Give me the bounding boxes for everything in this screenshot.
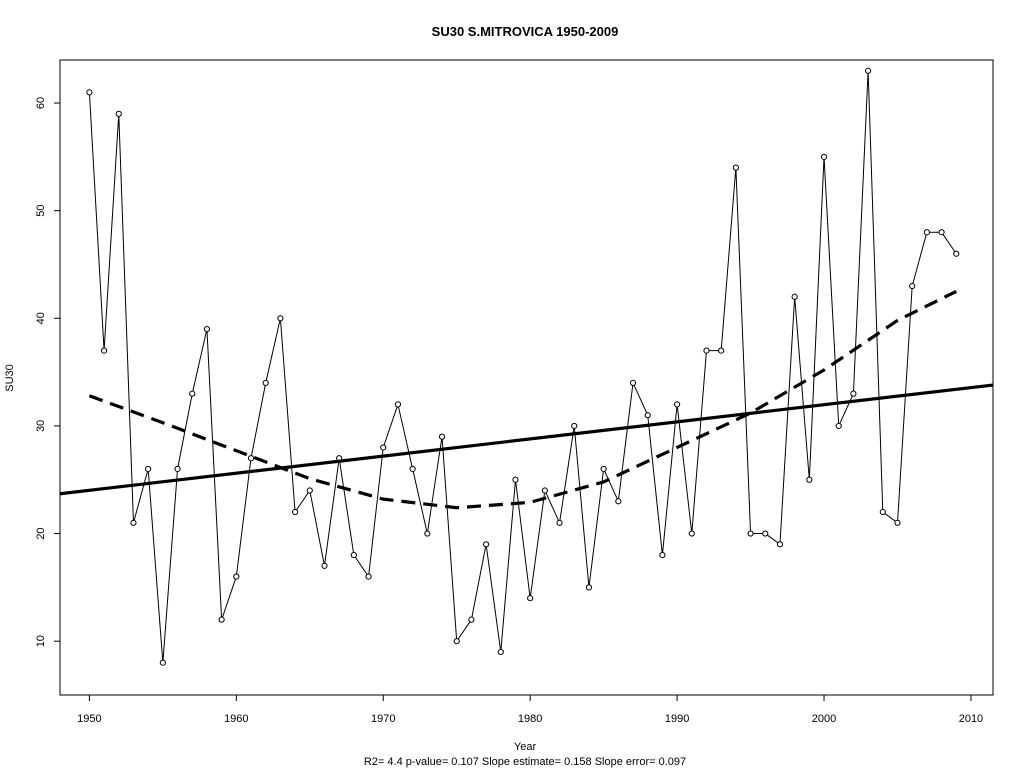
data-point bbox=[438, 433, 446, 440]
data-point bbox=[468, 616, 475, 623]
smoothed-trend-line bbox=[88, 289, 957, 510]
data-point bbox=[629, 379, 637, 386]
data-point bbox=[791, 293, 798, 300]
data-point bbox=[938, 229, 945, 236]
y-tick-label: 20 bbox=[35, 527, 47, 539]
data-point bbox=[865, 67, 872, 74]
data-point bbox=[291, 508, 299, 516]
x-tick-label: 2000 bbox=[812, 713, 836, 725]
data-point bbox=[453, 638, 460, 645]
data-point bbox=[115, 110, 122, 117]
data-point bbox=[277, 315, 284, 322]
data-point bbox=[233, 573, 240, 580]
data-point bbox=[527, 595, 534, 602]
data-point bbox=[365, 573, 372, 580]
data-point bbox=[145, 465, 152, 473]
data-point bbox=[424, 530, 431, 537]
data-point bbox=[644, 412, 651, 419]
y-axis: 10 20 30 40 50 60 bbox=[35, 97, 60, 647]
data-point bbox=[130, 519, 137, 526]
y-tick-label: 60 bbox=[35, 97, 47, 109]
data-point bbox=[909, 282, 916, 290]
y-tick-label: 40 bbox=[35, 312, 47, 324]
data-point bbox=[615, 498, 622, 505]
y-tick-label: 50 bbox=[35, 205, 47, 217]
data-point bbox=[86, 89, 93, 96]
data-point bbox=[747, 530, 754, 537]
x-tick-label: 1960 bbox=[224, 713, 248, 725]
data-point bbox=[923, 229, 930, 236]
chart-title: SU30 S.MITROVICA 1950-2009 bbox=[432, 24, 619, 39]
data-point bbox=[718, 347, 725, 354]
data-point bbox=[159, 659, 166, 666]
data-point bbox=[953, 250, 960, 257]
data-point bbox=[894, 519, 901, 526]
x-tick-label: 1970 bbox=[371, 713, 395, 725]
y-tick-label: 10 bbox=[35, 635, 47, 647]
data-point bbox=[600, 465, 607, 473]
data-point bbox=[571, 422, 578, 430]
stats-footer: R2= 4.4 p-value= 0.107 Slope estimate= 0… bbox=[364, 756, 686, 768]
data-point bbox=[659, 551, 666, 559]
y-tick-label: 30 bbox=[35, 420, 47, 432]
x-tick-label: 2010 bbox=[959, 713, 983, 725]
data-point bbox=[585, 584, 593, 591]
y-axis-label: SU30 bbox=[4, 364, 16, 392]
data-point bbox=[512, 476, 519, 483]
data-point bbox=[820, 153, 828, 160]
data-point bbox=[482, 541, 490, 548]
x-tick-label: 1950 bbox=[77, 713, 101, 725]
data-point bbox=[850, 390, 857, 397]
data-point bbox=[409, 465, 416, 473]
data-point bbox=[835, 422, 842, 430]
data-point bbox=[203, 325, 211, 333]
data-point bbox=[394, 401, 402, 408]
data-point bbox=[541, 487, 548, 494]
data-point bbox=[674, 401, 681, 408]
data-point bbox=[762, 530, 769, 537]
data-point bbox=[806, 476, 813, 483]
data-point bbox=[306, 487, 313, 494]
plot-frame bbox=[59, 59, 994, 696]
data-point bbox=[174, 465, 181, 473]
data-point bbox=[321, 562, 328, 569]
data-point bbox=[556, 519, 563, 526]
x-tick-label: 1990 bbox=[665, 713, 689, 725]
plot-layer bbox=[59, 67, 994, 666]
data-point bbox=[688, 530, 695, 537]
data-point bbox=[350, 551, 357, 559]
x-axis-label: Year bbox=[514, 741, 537, 753]
data-point bbox=[262, 379, 269, 386]
data-point bbox=[879, 508, 886, 516]
linear-trend-line bbox=[59, 383, 994, 496]
data-point bbox=[497, 648, 504, 656]
data-point bbox=[703, 347, 710, 354]
x-tick-label: 1980 bbox=[518, 713, 542, 725]
data-point bbox=[218, 616, 225, 623]
data-point bbox=[776, 541, 784, 548]
data-point bbox=[189, 390, 196, 397]
data-point bbox=[380, 444, 387, 451]
observed-series-line bbox=[88, 70, 957, 663]
data-point bbox=[732, 164, 739, 171]
data-point bbox=[247, 455, 255, 462]
x-axis: 1950 1960 1970 1980 1990 2000 2010 bbox=[77, 695, 983, 725]
data-point bbox=[100, 347, 108, 354]
